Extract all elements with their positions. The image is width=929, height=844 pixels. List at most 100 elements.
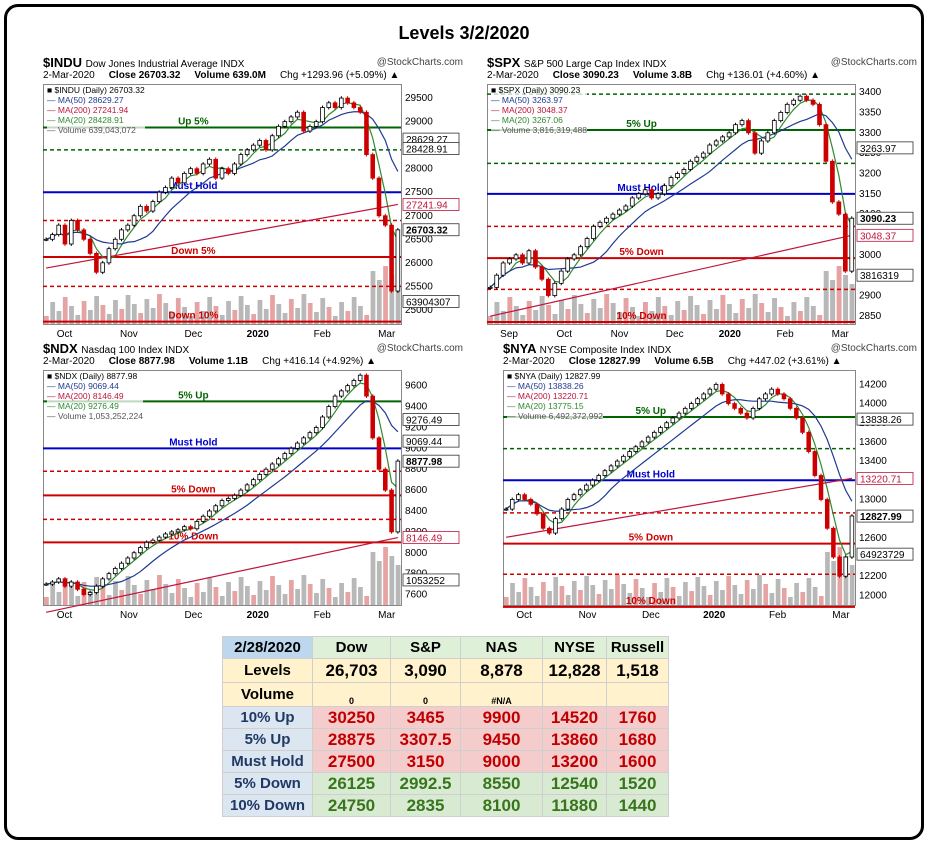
candle	[797, 95, 803, 101]
volume-bar	[201, 592, 206, 605]
candle	[837, 556, 842, 577]
candle	[43, 583, 49, 586]
candle	[43, 238, 49, 241]
candle	[125, 557, 131, 564]
volume-bar	[307, 303, 313, 324]
chart-description: NYSE Composite Index INDX	[539, 345, 672, 356]
table-cell	[606, 682, 669, 707]
volume-bar	[507, 297, 513, 324]
volume-bar	[138, 594, 143, 605]
volume-bar	[106, 595, 112, 605]
volume-bar	[797, 311, 803, 324]
volume-bar	[69, 587, 74, 605]
y-tick-label: 9200	[405, 422, 428, 433]
volume-bar	[738, 594, 744, 605]
value-tag: 3048.37	[856, 228, 914, 242]
candle	[558, 270, 564, 284]
candle	[545, 278, 551, 296]
legend-entry: — MA(200) 8146.49	[47, 391, 124, 401]
candle	[750, 407, 756, 419]
y-tick-label: 9000	[405, 443, 428, 454]
volume-bar	[376, 280, 382, 324]
y-tick-label: 8000	[405, 548, 428, 559]
table-cell: 12540	[542, 772, 607, 795]
volume-bar	[326, 588, 332, 605]
value-tag-box	[402, 413, 460, 426]
candle	[817, 103, 822, 126]
quote-field: Chg +136.01 (+4.60%) ▲	[706, 70, 821, 81]
table-cell: 8100	[460, 794, 543, 817]
y-tick-label: 12600	[859, 533, 887, 544]
x-tick-label: 2020	[247, 610, 270, 621]
candle	[269, 135, 275, 151]
candle	[62, 578, 68, 587]
volume-bar	[701, 314, 707, 324]
legend-entry: — MA(200) 3048.37	[491, 105, 568, 115]
volume-bar	[194, 302, 200, 324]
candle	[301, 437, 306, 444]
volume-bar	[675, 301, 681, 324]
stockcharts-brand: @StockCharts.com	[376, 343, 463, 354]
volume-bar	[713, 309, 719, 324]
quote-field: Chg +1293.96 (+5.09%) ▲	[279, 70, 400, 81]
quote-field: Volume 1.1B	[188, 356, 249, 367]
candle	[621, 455, 626, 462]
candle	[720, 136, 725, 142]
x-tick-label: Mar	[832, 329, 850, 340]
y-tick-label: 29500	[405, 93, 433, 104]
value-tag-box	[856, 228, 914, 242]
x-tick-label: Oct	[57, 610, 73, 621]
candle	[50, 581, 55, 585]
candle	[763, 393, 768, 400]
candle	[810, 99, 816, 105]
table-cell: 0	[390, 682, 461, 707]
level-label: Must Hold	[627, 469, 675, 480]
level-label: Must Hold	[169, 181, 217, 192]
candle	[169, 531, 175, 535]
volume-bar	[169, 312, 175, 324]
moving-average-line	[489, 99, 853, 288]
table-row: 5% Up 28875 3307.5 9450 13860 1680	[222, 728, 669, 751]
table-cell	[542, 682, 607, 707]
volume-bar	[50, 302, 56, 324]
candle	[836, 201, 842, 215]
volume-bar	[683, 582, 688, 605]
candle	[169, 177, 175, 188]
candle	[257, 140, 262, 146]
volume-bar	[288, 580, 294, 605]
candle	[571, 494, 577, 500]
level-label: 5% Down	[171, 484, 215, 495]
volume-bar	[395, 565, 401, 605]
volume-bar	[232, 591, 238, 605]
volume-bar	[843, 275, 849, 324]
candle	[752, 132, 758, 154]
volume-bar	[504, 597, 509, 605]
table-cell: 12,828	[542, 658, 607, 683]
volume-bar	[244, 586, 250, 605]
candle	[791, 99, 797, 105]
candle	[806, 431, 811, 452]
volume-bar	[759, 303, 765, 324]
volume-bar	[282, 594, 288, 605]
candle	[781, 393, 787, 400]
volume-bar	[784, 316, 790, 324]
volume-bar	[213, 306, 219, 324]
volume-bar	[775, 579, 781, 605]
y-tick-label: 14000	[859, 399, 887, 410]
legend-entry: — Volume 639,043,072	[47, 125, 136, 135]
volume-bar	[282, 313, 288, 324]
candle	[332, 395, 338, 407]
volume-bar	[526, 301, 532, 324]
value-tag-box	[402, 434, 460, 448]
candle	[213, 158, 219, 179]
candle	[182, 526, 187, 531]
volume-bar	[646, 597, 651, 605]
volume-bar	[163, 584, 169, 605]
value-tag-label: 64923729	[860, 550, 905, 561]
x-tick-label: Mar	[832, 610, 850, 621]
y-tick-label: 26500	[405, 234, 433, 245]
volume-bar	[94, 296, 100, 324]
volume-bar	[257, 581, 263, 605]
candle	[276, 458, 281, 465]
